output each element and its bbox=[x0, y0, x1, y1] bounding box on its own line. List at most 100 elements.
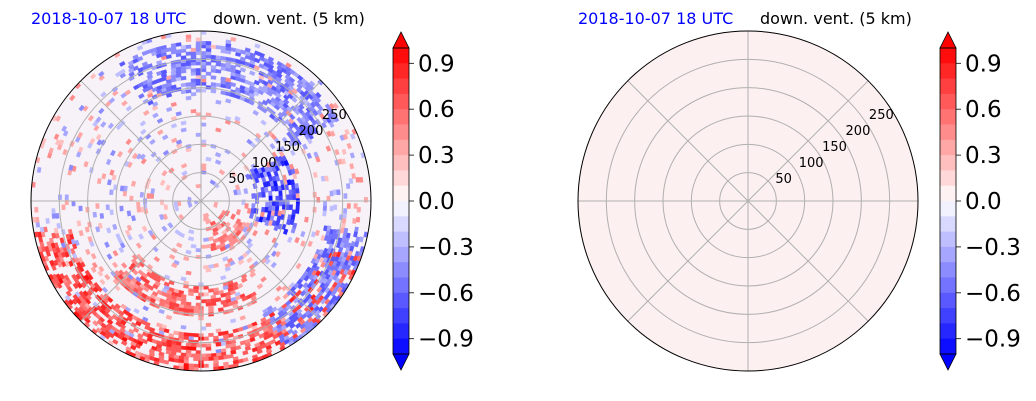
radial-tick-label: 200 bbox=[299, 124, 324, 139]
field-cell bbox=[332, 102, 339, 110]
radial-tick-label: 150 bbox=[275, 140, 300, 155]
field-cell bbox=[156, 117, 164, 124]
field-cell bbox=[106, 318, 114, 326]
field-cell bbox=[200, 88, 207, 93]
field-cell bbox=[185, 349, 192, 354]
field-cell bbox=[200, 139, 207, 144]
field-cell bbox=[105, 158, 112, 166]
field-cell bbox=[95, 203, 100, 209]
colorbar-tick-label: −0.9 bbox=[965, 327, 1021, 353]
field-cell bbox=[171, 262, 178, 269]
field-cell bbox=[260, 276, 267, 283]
field-cell bbox=[151, 101, 159, 108]
field-cell bbox=[147, 229, 154, 237]
field-cell bbox=[275, 285, 283, 292]
field-cell bbox=[205, 47, 212, 52]
field-cell bbox=[200, 326, 207, 331]
field-cell bbox=[333, 204, 338, 211]
field-cell bbox=[210, 301, 217, 307]
field-cell bbox=[72, 294, 79, 301]
field-cell bbox=[294, 236, 300, 244]
field-cell bbox=[120, 340, 128, 347]
field-cell bbox=[224, 266, 232, 272]
field-cell bbox=[333, 115, 340, 123]
colorbar-segment bbox=[393, 124, 409, 141]
field-cell bbox=[210, 54, 217, 60]
field-cell bbox=[292, 297, 300, 304]
field-cell bbox=[188, 291, 194, 297]
colorbar-tick-label: −0.3 bbox=[965, 235, 1021, 261]
field-cell bbox=[349, 163, 355, 170]
field-cell bbox=[109, 149, 116, 157]
colorbar-segment bbox=[940, 63, 956, 79]
field-cell bbox=[243, 188, 249, 195]
field-cell bbox=[200, 54, 207, 59]
field-cell bbox=[290, 227, 296, 234]
field-cell bbox=[205, 322, 212, 327]
field-cell bbox=[215, 328, 222, 333]
field-cell bbox=[170, 123, 178, 129]
colorbar-segment bbox=[393, 170, 409, 187]
field-cell bbox=[190, 51, 197, 56]
field-cell bbox=[188, 229, 195, 235]
polar-grid bbox=[31, 31, 371, 371]
field-cell bbox=[252, 229, 259, 237]
field-cell bbox=[121, 262, 128, 269]
field-cell bbox=[119, 60, 126, 67]
field-cell bbox=[190, 71, 197, 76]
field-cell bbox=[188, 336, 194, 341]
field-cell bbox=[188, 363, 194, 368]
colorbar-segment bbox=[393, 48, 409, 64]
field-cell bbox=[195, 295, 202, 300]
field-cell bbox=[67, 228, 73, 236]
field-cell bbox=[275, 195, 280, 202]
field-cell bbox=[136, 56, 144, 62]
field-cell bbox=[173, 200, 178, 207]
field-cell bbox=[210, 75, 217, 80]
colorbar-tick-label: 0.3 bbox=[418, 143, 455, 169]
field-cell bbox=[160, 69, 168, 75]
field-cell bbox=[195, 78, 202, 83]
field-cell bbox=[165, 106, 173, 113]
field-cell bbox=[213, 290, 220, 296]
field-cell bbox=[200, 51, 207, 56]
field-cell bbox=[304, 216, 309, 223]
field-cell bbox=[119, 185, 125, 192]
field-cell bbox=[183, 256, 190, 262]
field-cell bbox=[208, 308, 214, 314]
field-cell bbox=[180, 345, 187, 351]
colorbar-tick-label: 0.3 bbox=[965, 143, 1002, 169]
field-cell bbox=[267, 63, 275, 70]
field-cell bbox=[241, 296, 248, 302]
field-cell bbox=[200, 44, 207, 49]
field-cell bbox=[158, 213, 165, 221]
field-cell bbox=[200, 68, 207, 73]
colorbar-tick-label: −0.6 bbox=[418, 281, 474, 307]
field-cell bbox=[112, 223, 118, 231]
colorbar-segment bbox=[393, 185, 409, 202]
field-cell bbox=[173, 330, 180, 336]
field-cell bbox=[96, 178, 102, 185]
field-cell bbox=[78, 104, 85, 112]
field-cell bbox=[89, 137, 96, 145]
field-cell bbox=[346, 142, 352, 150]
field-cell bbox=[222, 256, 229, 262]
field-cell bbox=[53, 227, 59, 234]
field-cell bbox=[55, 115, 62, 122]
field-cell bbox=[100, 121, 107, 128]
grid-spoke bbox=[627, 80, 749, 202]
field-cell bbox=[314, 96, 322, 104]
field-cell bbox=[190, 109, 197, 114]
field-cell bbox=[56, 222, 62, 229]
radial-tick-label: 50 bbox=[228, 172, 245, 187]
field-cell bbox=[225, 98, 232, 104]
field-cell bbox=[200, 343, 207, 348]
field-cell bbox=[324, 175, 329, 182]
field-cell bbox=[273, 224, 279, 232]
field-cell bbox=[158, 308, 165, 315]
field-cell bbox=[256, 348, 263, 355]
field-cell bbox=[131, 258, 138, 265]
field-cell bbox=[294, 183, 300, 190]
